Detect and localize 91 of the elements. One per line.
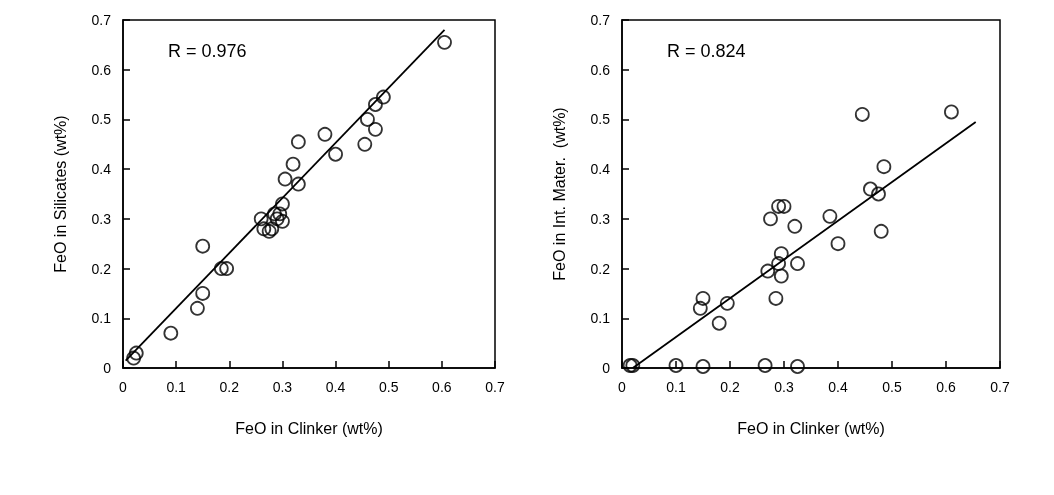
point (790, 359, 805, 374)
y-axis-title: FeO in Silicates (wt%) (51, 115, 69, 273)
point (771, 256, 786, 271)
point (256, 221, 272, 237)
point (328, 146, 343, 162)
x-tick-label: 0.5 (882, 379, 902, 395)
point (692, 300, 708, 316)
point (773, 246, 789, 262)
point (190, 300, 205, 316)
point (376, 89, 391, 105)
point (790, 256, 805, 271)
y-tick-label: 0.5 (91, 111, 112, 128)
y-tick-label: 0.1 (590, 310, 611, 327)
x-axis-title: FeO in Clinker (wt%) (737, 419, 885, 437)
x-tick-label: 0.5 (378, 379, 399, 395)
point (873, 223, 889, 239)
x-tick-label: 0.4 (325, 379, 346, 395)
x-tick-label: 0 (119, 379, 128, 395)
point (163, 325, 179, 341)
y-tick-label: 0.4 (91, 161, 112, 178)
point (219, 261, 235, 276)
y-tick-label: 0 (602, 360, 611, 376)
point (776, 199, 792, 214)
point (360, 112, 375, 127)
point (290, 134, 306, 150)
x-tick-label: 0.3 (272, 379, 293, 395)
y-tick-label: 0.2 (590, 260, 611, 277)
point (368, 97, 383, 112)
y-tick-label: 0.4 (590, 161, 611, 178)
x-tick-label: 0.2 (720, 379, 740, 395)
point (771, 199, 786, 214)
point (876, 159, 892, 175)
point (719, 295, 735, 311)
point (317, 126, 333, 142)
point (195, 238, 211, 254)
y-tick-label: 0.6 (91, 61, 112, 78)
x-tick-label: 0.1 (666, 379, 686, 395)
point (126, 350, 142, 366)
y-tick-label: 0.6 (590, 61, 611, 78)
point (787, 218, 803, 234)
point (757, 358, 773, 373)
point (269, 211, 285, 227)
y-tick-label: 0 (103, 360, 112, 376)
y-tick-label: 0.1 (91, 310, 112, 327)
point (213, 261, 229, 276)
point (272, 206, 288, 222)
y-tick-label: 0.2 (91, 260, 112, 277)
point (944, 104, 959, 120)
y-axis-title: FeO in Int. Mater. (wt%) (550, 107, 568, 281)
point (368, 121, 383, 137)
point (668, 358, 684, 373)
x-tick-label: 0.3 (774, 379, 794, 395)
point (285, 156, 301, 172)
annotation: R = 0.824 (667, 41, 746, 61)
point (253, 211, 269, 227)
point (695, 291, 711, 306)
y-tick-label: 0.5 (590, 111, 611, 128)
y-tick-label: 0.3 (91, 210, 112, 227)
y-tick-label: 0.7 (590, 12, 611, 28)
point (711, 315, 727, 331)
annotation: R = 0.976 (168, 41, 247, 61)
point (437, 34, 452, 50)
point (773, 268, 789, 284)
y-tick-label: 0.7 (91, 12, 112, 28)
point (357, 136, 373, 152)
point (290, 176, 306, 192)
x-tick-label: 0.6 (432, 379, 452, 395)
x-tick-label: 0.4 (828, 379, 848, 395)
point (695, 359, 711, 374)
point (760, 263, 776, 279)
y-tick-label: 0.3 (590, 210, 611, 227)
x-tick-label: 0.2 (219, 379, 240, 395)
point (871, 186, 886, 202)
point (768, 291, 784, 306)
x-tick-label: 0.7 (485, 379, 505, 395)
x-axis-title: FeO in Clinker (wt%) (235, 419, 383, 437)
point (128, 345, 144, 361)
point (277, 171, 293, 187)
point (267, 206, 282, 222)
point (763, 211, 778, 227)
point (830, 236, 846, 252)
point (275, 196, 290, 212)
point (275, 213, 290, 229)
point (854, 107, 870, 122)
x-tick-label: 0.6 (936, 379, 956, 395)
point (863, 181, 878, 197)
point (822, 208, 838, 224)
x-tick-label: 0.1 (166, 379, 187, 395)
x-tick-label: 0 (618, 379, 627, 395)
x-tick-label: 0.7 (990, 379, 1010, 395)
point (195, 286, 211, 301)
